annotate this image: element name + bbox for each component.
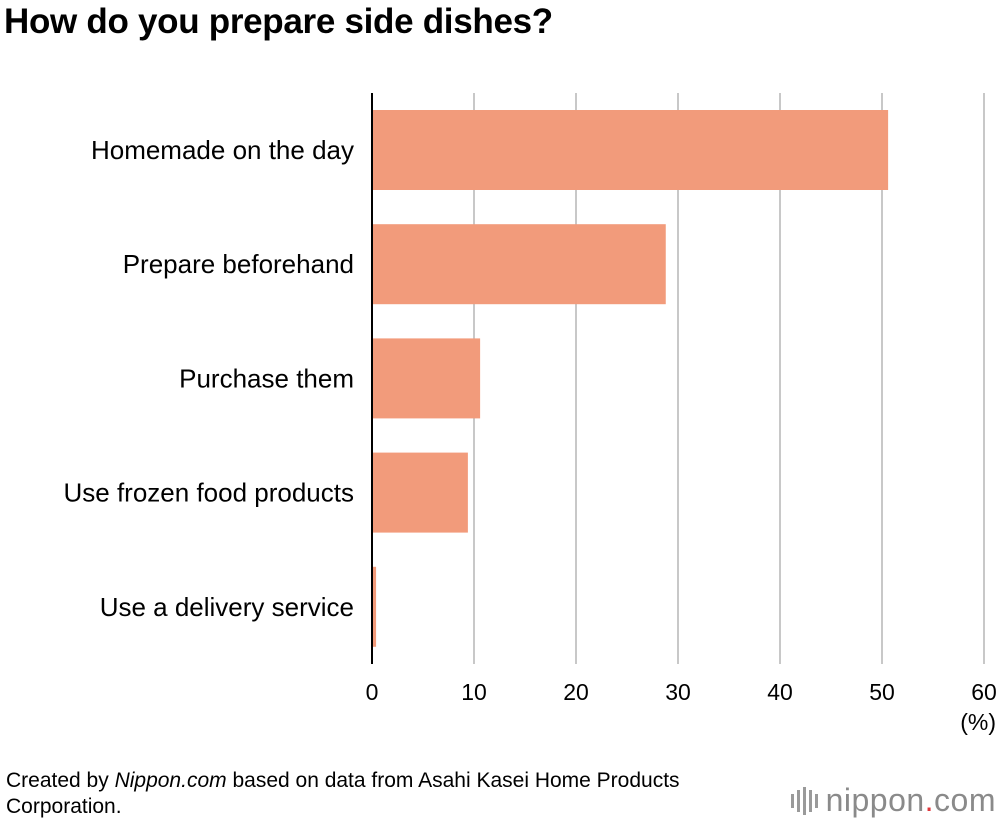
logo-name: nippon (825, 782, 925, 818)
category-label: Use a delivery service (100, 592, 354, 622)
category-labels: Homemade on the day Prepare beforehand Pur… (64, 135, 355, 622)
credit-prefix: Created by (6, 769, 115, 792)
bar-chart: Homemade on the day Prepare beforehand Pur… (64, 93, 997, 735)
category-label: Homemade on the day (91, 135, 354, 165)
credit-suffix: based on data from Asahi Kasei Home Prod… (6, 769, 680, 818)
logo-bars-icon (790, 786, 818, 815)
x-tick-label: 40 (767, 679, 793, 705)
credit-source: Nippon.com (114, 769, 227, 792)
bar (372, 224, 666, 305)
logo-dot: . (924, 782, 935, 818)
chart-title: How do you prepare side dishes? (4, 2, 553, 41)
x-tick-label: 60 (971, 679, 997, 705)
bar (372, 338, 481, 419)
logo-tld: com (934, 782, 996, 818)
category-label: Purchase them (179, 363, 354, 393)
source-credit: Created by Nippon.com based on data from… (6, 768, 746, 820)
x-tick-label: 50 (869, 679, 895, 705)
category-label: Use frozen food products (64, 478, 355, 508)
x-tick-label: 20 (563, 679, 589, 705)
bar (372, 452, 468, 533)
bar (372, 566, 377, 647)
category-label: Prepare beforehand (123, 249, 354, 279)
x-tick-label: 30 (665, 679, 691, 705)
bar (372, 110, 889, 190)
x-tick-label: 10 (461, 679, 487, 705)
bars (372, 110, 889, 647)
logo-text: nippon.com (826, 782, 996, 819)
x-unit-label: (%) (960, 709, 996, 735)
tick-labels: 0 10 20 30 40 50 60 (366, 679, 997, 705)
x-tick-label: 0 (366, 679, 379, 705)
nippon-logo: nippon.com (790, 782, 996, 819)
